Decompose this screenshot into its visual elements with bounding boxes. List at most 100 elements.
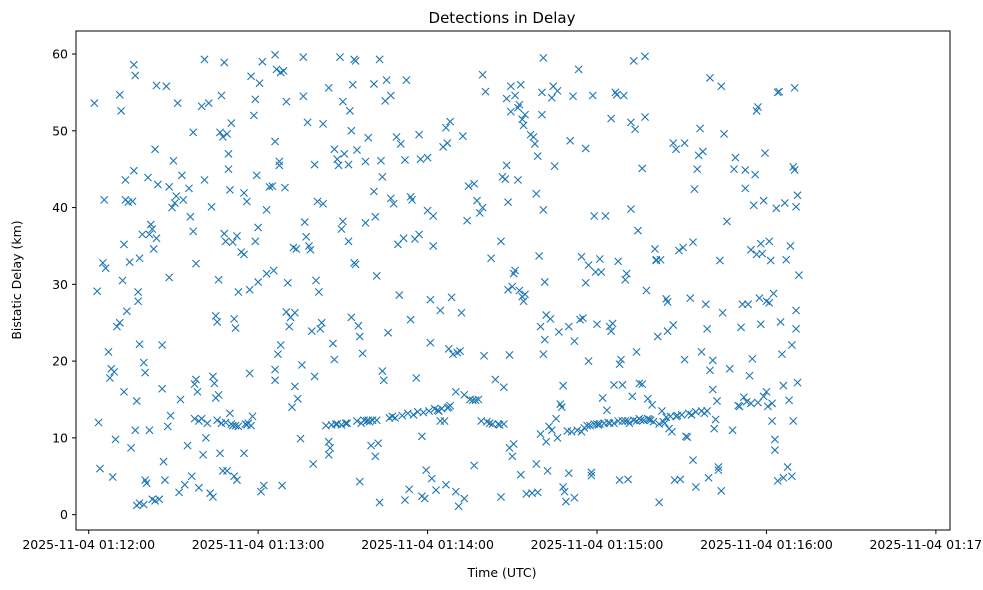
data-point — [535, 251, 544, 260]
data-point — [293, 394, 302, 403]
data-point — [386, 194, 395, 203]
data-point — [635, 379, 644, 388]
data-point — [751, 170, 760, 179]
data-point — [666, 412, 675, 421]
data-point — [521, 290, 529, 299]
data-point — [602, 406, 611, 415]
data-point — [790, 83, 799, 92]
data-point — [415, 130, 424, 139]
data-point — [221, 418, 230, 427]
data-point — [790, 165, 799, 174]
data-point — [96, 464, 104, 473]
y-axis: 0 10 20 30 40 50 60 — [52, 47, 76, 522]
data-point — [351, 56, 360, 65]
data-point — [231, 421, 240, 430]
data-point — [333, 155, 342, 164]
data-point — [533, 488, 542, 497]
data-point — [375, 498, 384, 507]
data-point — [553, 86, 562, 95]
data-point — [440, 416, 449, 425]
data-point — [626, 118, 635, 127]
data-point — [601, 212, 610, 221]
data-point — [463, 216, 472, 225]
data-point — [282, 97, 291, 106]
x-tick-label: 2025-11-04 01:17:00 — [869, 537, 983, 552]
data-point — [485, 419, 494, 428]
data-point — [234, 288, 243, 297]
data-point — [625, 419, 634, 428]
data-point — [352, 146, 361, 154]
data-point — [618, 416, 627, 425]
data-point — [184, 184, 193, 193]
data-point — [351, 260, 360, 269]
plot-frame — [75, 30, 951, 531]
data-point — [722, 217, 731, 226]
data-point — [230, 314, 239, 323]
data-point — [590, 212, 599, 221]
data-point — [122, 307, 131, 316]
data-point — [426, 295, 435, 304]
data-point — [713, 397, 722, 406]
data-point — [326, 443, 335, 452]
data-point — [368, 416, 377, 425]
data-point — [314, 288, 323, 297]
data-point — [245, 369, 254, 378]
data-point — [511, 266, 520, 275]
data-point — [497, 237, 505, 246]
data-point — [619, 91, 628, 100]
data-point — [766, 256, 775, 265]
data-point — [166, 411, 175, 420]
data-point — [564, 469, 573, 478]
data-point — [648, 400, 657, 409]
data-point — [358, 349, 367, 358]
data-point — [464, 182, 473, 191]
data-point — [770, 435, 779, 444]
data-point — [416, 155, 425, 164]
data-point — [564, 322, 573, 331]
y-tick-label: 10 — [52, 430, 68, 445]
data-point — [192, 375, 201, 384]
data-point — [770, 446, 779, 455]
data-point — [642, 286, 651, 295]
data-point — [206, 489, 215, 498]
data-point — [216, 449, 225, 458]
data-point — [458, 132, 467, 141]
data-point — [714, 463, 723, 472]
data-point — [405, 485, 414, 494]
data-point — [265, 182, 274, 191]
data-point — [201, 433, 210, 442]
data-point — [90, 99, 99, 108]
data-point — [227, 119, 236, 128]
data-point — [273, 350, 282, 359]
data-point — [224, 165, 233, 174]
data-point — [518, 115, 527, 124]
data-point — [753, 103, 762, 111]
data-point — [543, 466, 552, 475]
data-point — [745, 371, 754, 380]
data-point — [748, 354, 757, 363]
data-point — [232, 231, 241, 240]
data-point — [299, 53, 308, 62]
data-point — [117, 106, 126, 115]
data-point — [739, 393, 748, 402]
data-point — [436, 416, 445, 425]
data-point — [369, 79, 378, 88]
data-point — [669, 321, 678, 330]
data-point — [614, 257, 623, 266]
data-point — [214, 390, 223, 399]
data-point — [626, 205, 635, 214]
data-point — [151, 496, 160, 505]
data-point — [262, 269, 271, 278]
data-point — [511, 91, 520, 100]
data-points — [90, 50, 803, 511]
data-point — [112, 322, 121, 331]
data-point — [139, 500, 148, 509]
data-point — [488, 420, 497, 429]
data-point — [158, 384, 167, 393]
data-point — [638, 164, 647, 173]
data-point — [234, 422, 243, 431]
data-point — [224, 149, 233, 158]
data-point — [259, 481, 268, 490]
data-point — [180, 480, 189, 489]
